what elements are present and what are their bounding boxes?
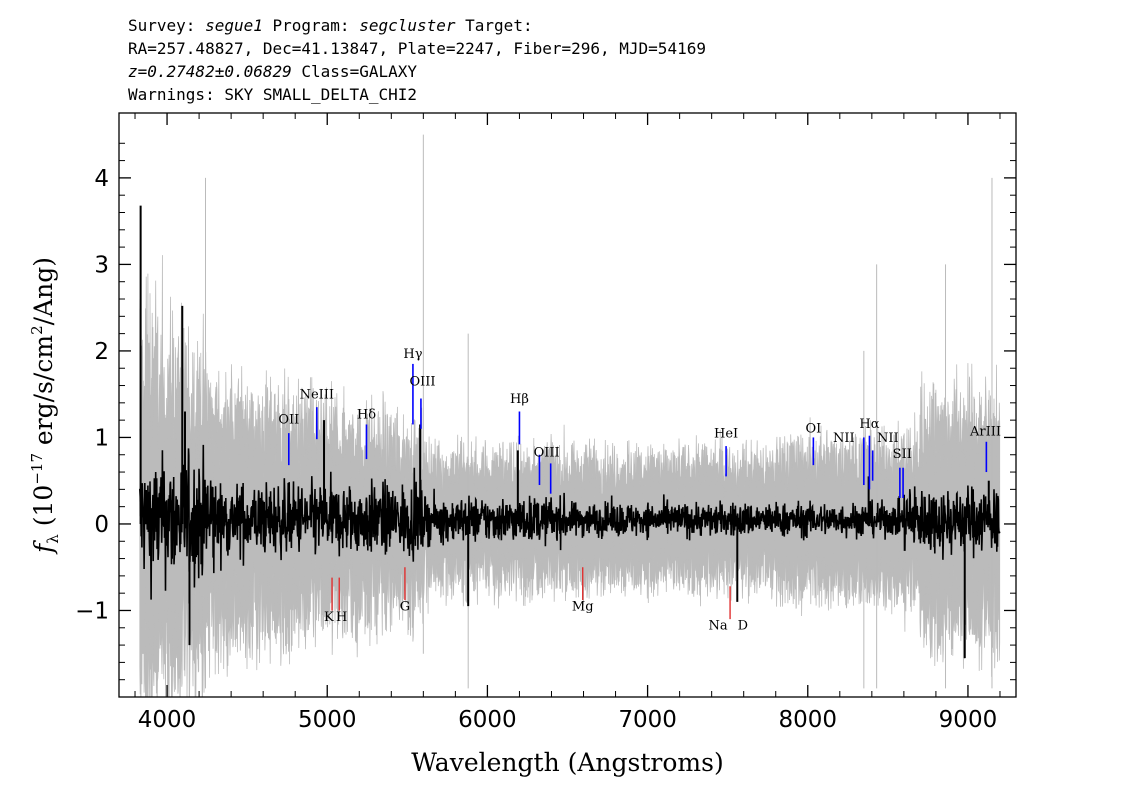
plot-frame <box>118 112 1017 698</box>
header-line2: RA=257.48827, Dec=41.13847, Plate=2247, … <box>128 39 706 58</box>
emission-label-9: NII <box>833 431 855 446</box>
emission-label-4: OIII <box>409 375 435 390</box>
emission-label-11: NII <box>877 431 899 446</box>
error-band-layer <box>139 134 1001 697</box>
x-axis-title: Wavelength (Angstroms) <box>411 748 723 777</box>
x-tick-label: 4000 <box>138 707 197 733</box>
y-tick-label: 4 <box>94 166 109 192</box>
emission-label-3: Hγ <box>403 347 422 362</box>
y-tick-label: 3 <box>94 252 109 278</box>
error-band <box>139 255 1001 697</box>
program-name: segcluster <box>359 16 456 35</box>
x-tick-label: 8000 <box>778 707 837 733</box>
redshift-value: z=0.27482±0.06829 <box>128 62 292 81</box>
emission-label-13: ArIII <box>969 425 1001 440</box>
header-line3: z=0.27482±0.06829 Class=GALAXY <box>128 62 417 81</box>
absorption-label-3: Mg <box>572 599 594 614</box>
spectrum-header: Survey: segue1 Program: segcluster Targe… <box>128 14 706 106</box>
axis-ticks-layer: 4000 5000 6000 7000 8000 9000 −1 0 1 2 3 4 <box>75 113 1016 733</box>
emission-label-1: NeIII <box>300 388 334 403</box>
emission-label-2: Hδ <box>357 407 376 422</box>
absorption-label-4: Na <box>708 619 727 634</box>
absorption-label-2: G <box>400 599 410 614</box>
emission-label-7: HeI <box>714 426 738 441</box>
flux-series <box>139 444 1001 600</box>
y-tick-label: 1 <box>94 425 109 451</box>
class-value: Class=GALAXY <box>291 62 417 81</box>
emission-label-10: Hα <box>859 417 879 432</box>
header-line1: Survey: segue1 Program: segcluster Targe… <box>128 16 533 35</box>
x-tick-label: 6000 <box>458 707 517 733</box>
emission-label-8: OI <box>805 421 821 436</box>
x-tick-label: 5000 <box>298 707 357 733</box>
survey-name: segue1 <box>205 16 263 35</box>
emission-label-12: SII <box>893 447 912 462</box>
absorption-label-5: D <box>738 619 748 634</box>
emission-label-6: OIII <box>534 445 560 460</box>
absorption-label-0: K <box>324 610 334 625</box>
emission-label-5: Hβ <box>510 392 529 407</box>
emission-label-0: OII <box>278 413 299 428</box>
y-tick-label: 2 <box>94 339 109 365</box>
header-line4: Warnings: SKY SMALL_DELTA_CHI2 <box>128 85 417 104</box>
y-axis-title: fλ (10−17 erg/s/cm2/Ang) <box>28 257 62 555</box>
flux-layer <box>139 205 1001 659</box>
absorption-label-1: H <box>336 610 347 625</box>
y-tick-label: −1 <box>75 598 109 624</box>
y-tick-label: 0 <box>94 512 109 538</box>
x-tick-label: 9000 <box>939 707 998 733</box>
x-tick-label: 7000 <box>618 707 677 733</box>
